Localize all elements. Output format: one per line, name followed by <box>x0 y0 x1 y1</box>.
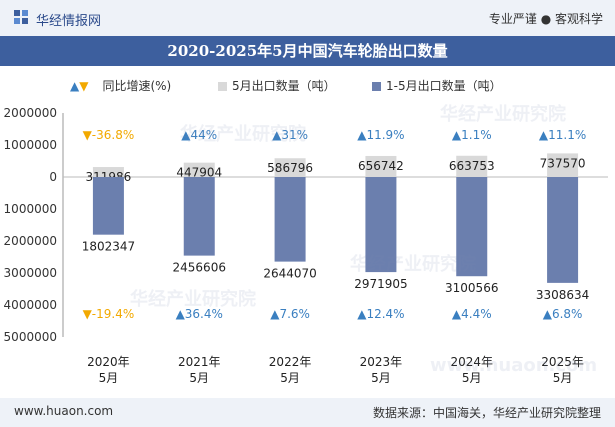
x-tick-label: 5月 <box>553 371 573 385</box>
bar-may <box>365 155 397 177</box>
x-tick-label: 5月 <box>280 371 300 385</box>
footer-source: 数据来源：中国海关，华经产业研究院整理 <box>372 406 601 420</box>
down-triangle-icon: ▼ <box>79 79 89 93</box>
bar-may <box>274 158 306 177</box>
legend-growth-label: 同比增速(%) <box>102 79 172 93</box>
y-tick-label: 2000000 <box>4 234 57 248</box>
y-tick-label: 2000000 <box>4 106 57 120</box>
growth-label-cum: ▲12.4% <box>357 307 404 321</box>
growth-label-cum: ▲7.6% <box>270 307 310 321</box>
data-label-may: 737570 <box>540 156 586 170</box>
x-tick-label: 2025年 <box>541 355 584 369</box>
x-tick-label: 5月 <box>99 371 119 385</box>
growth-label-cum: ▲6.8% <box>543 307 583 321</box>
bar-may <box>183 162 215 177</box>
bar-cum <box>456 177 488 277</box>
bar-cum <box>547 177 579 283</box>
growth-label-may: ▲31% <box>272 128 308 142</box>
data-label-cum: 1802347 <box>82 240 135 254</box>
legend-may-label: 5月出口数量（吨） <box>232 79 336 93</box>
bar-cum <box>365 177 397 273</box>
y-tick-label: 1000000 <box>4 138 57 152</box>
legend-cum-swatch <box>372 82 381 91</box>
x-tick-label: 5月 <box>371 371 391 385</box>
data-label-cum: 2644070 <box>263 267 316 281</box>
legend-cum: 1-5月出口数量（吨） <box>372 77 502 94</box>
bar-cum <box>183 177 215 256</box>
y-tick-label: 0 <box>49 170 57 184</box>
bar-cum <box>274 177 306 262</box>
legend-cum-label: 1-5月出口数量（吨） <box>386 79 502 93</box>
logo-icon <box>14 10 28 24</box>
footer: www.huaon.com 数据来源：中国海关，华经产业研究院整理 <box>0 398 615 427</box>
bar-may <box>547 153 579 177</box>
x-tick-label: 2021年 <box>178 355 221 369</box>
growth-label-may: ▲1.1% <box>452 128 492 142</box>
y-tick-label: 4000000 <box>4 298 57 312</box>
legend: ▲▼ 同比增速(%) 5月出口数量（吨） 1-5月出口数量（吨） <box>0 74 615 96</box>
footer-website: www.huaon.com <box>14 404 114 418</box>
legend-growth: ▲▼ 同比增速(%) <box>70 77 171 94</box>
data-label-may: 663753 <box>449 159 495 173</box>
logo-text: 华经情报网 <box>36 14 102 29</box>
growth-label-cum: ▼-19.4% <box>83 307 135 321</box>
up-triangle-icon: ▲ <box>70 79 80 93</box>
y-tick-label: 1000000 <box>4 202 57 216</box>
data-label-cum: 2456606 <box>173 261 226 275</box>
growth-label-may: ▲11.9% <box>357 128 404 142</box>
x-tick-label: 5月 <box>189 371 209 385</box>
x-tick-label: 2022年 <box>269 355 312 369</box>
growth-label-may: ▲11.1% <box>539 128 586 142</box>
data-label-may: 656742 <box>358 159 404 173</box>
x-tick-label: 2024年 <box>450 355 493 369</box>
chart-title: 2020-2025年5月中国汽车轮胎出口数量 <box>167 42 448 60</box>
top-bar: 华经情报网 专业严谨 ● 客观科学 <box>0 0 615 36</box>
x-tick-label: 5月 <box>462 371 482 385</box>
data-label-cum: 3308634 <box>536 288 589 302</box>
x-tick-label: 2023年 <box>360 355 403 369</box>
tagline: 专业严谨 ● 客观科学 <box>488 12 603 26</box>
bar-may <box>92 167 124 177</box>
legend-may-swatch <box>218 82 227 91</box>
data-label-cum: 3100566 <box>445 281 498 295</box>
data-label-cum: 2971905 <box>354 277 407 291</box>
growth-label-may: ▲44% <box>181 128 217 142</box>
growth-label-cum: ▲4.4% <box>452 307 492 321</box>
bar-may <box>456 155 488 177</box>
y-tick-label: 5000000 <box>4 330 57 344</box>
title-bar: 2020-2025年5月中国汽车轮胎出口数量 <box>0 36 615 66</box>
x-tick-label: 2020年 <box>87 355 130 369</box>
y-tick-label: 3000000 <box>4 266 57 280</box>
legend-may: 5月出口数量（吨） <box>218 77 336 94</box>
bar-cum <box>92 177 124 235</box>
data-label-may: 586796 <box>267 161 313 175</box>
data-label-may: 447904 <box>176 166 222 180</box>
growth-label-cum: ▲36.4% <box>176 307 223 321</box>
growth-label-may: ▼-36.8% <box>83 128 135 142</box>
